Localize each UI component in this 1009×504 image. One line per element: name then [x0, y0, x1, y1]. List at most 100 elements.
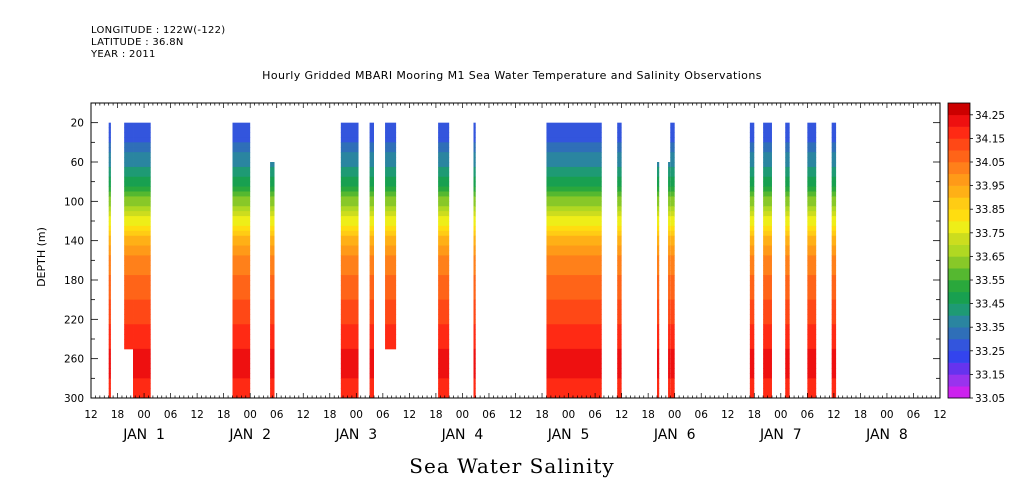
salinity-cell — [473, 196, 476, 202]
salinity-cell — [617, 373, 622, 379]
chart-title: Hourly Gridded MBARI Mooring M1 Sea Wate… — [262, 69, 762, 82]
salinity-cell — [438, 240, 450, 247]
salinity-cell — [668, 186, 671, 192]
salinity-cell — [232, 211, 251, 217]
salinity-cell — [232, 314, 251, 320]
salinity-cell — [785, 235, 790, 242]
salinity-cell — [668, 235, 671, 242]
data-segment — [108, 122, 111, 399]
salinity-cell — [369, 127, 374, 133]
salinity-cell — [340, 348, 359, 355]
salinity-cell — [270, 388, 275, 394]
salinity-cell — [124, 334, 134, 340]
salinity-cell — [807, 368, 817, 374]
salinity-cell — [108, 225, 111, 232]
salinity-cell — [831, 329, 837, 335]
salinity-cell — [108, 275, 111, 281]
salinity-cell — [340, 186, 359, 192]
y-tick-label: 220 — [64, 314, 84, 326]
salinity-cell — [340, 314, 359, 320]
salinity-cell — [108, 388, 111, 394]
salinity-cell — [657, 304, 660, 310]
salinity-cell — [670, 373, 675, 379]
x-tick-label: 00 — [244, 409, 257, 421]
salinity-cell — [438, 147, 450, 153]
salinity-cell — [763, 378, 772, 384]
salinity-cell — [369, 122, 374, 129]
salinity-cell — [369, 393, 374, 399]
salinity-cell — [340, 157, 359, 163]
salinity-cell — [270, 284, 275, 291]
salinity-cell — [270, 255, 275, 261]
salinity-cell — [270, 250, 275, 256]
salinity-cell — [763, 142, 772, 148]
colorbar-cell — [948, 291, 970, 304]
salinity-cell — [270, 162, 275, 168]
salinity-cell — [546, 221, 602, 227]
salinity-cell — [670, 152, 675, 158]
x-tick-label: 12 — [403, 409, 416, 421]
salinity-cell — [108, 265, 111, 271]
colorbar-label: 33.55 — [975, 275, 1005, 287]
salinity-cell — [133, 235, 151, 242]
salinity-cell — [473, 127, 476, 133]
salinity-cell — [546, 147, 602, 153]
salinity-cell — [807, 147, 817, 153]
salinity-cell — [232, 378, 251, 384]
salinity-cell — [785, 201, 790, 207]
colorbar-label: 33.95 — [975, 181, 1005, 193]
salinity-cell — [657, 265, 660, 271]
salinity-cell — [749, 201, 755, 207]
salinity-cell — [232, 255, 251, 261]
salinity-cell — [270, 221, 275, 227]
salinity-cell — [657, 171, 660, 178]
salinity-cell — [473, 221, 476, 227]
salinity-cell — [668, 196, 671, 202]
salinity-cell — [369, 250, 374, 256]
salinity-cell — [657, 196, 660, 202]
salinity-cell — [546, 127, 602, 133]
colorbar-cell — [948, 103, 970, 116]
salinity-cell — [124, 339, 134, 345]
salinity-cell — [124, 211, 134, 217]
salinity-cell — [385, 157, 397, 163]
salinity-cell — [807, 157, 817, 163]
salinity-cell — [749, 334, 755, 340]
salinity-cell — [670, 196, 675, 202]
salinity-cell — [473, 211, 476, 217]
salinity-cell — [369, 275, 374, 281]
salinity-cell — [270, 343, 275, 350]
salinity-cell — [749, 383, 755, 389]
salinity-cell — [785, 245, 790, 251]
salinity-cell — [749, 270, 755, 276]
salinity-cell — [763, 260, 772, 266]
salinity-cell — [385, 142, 397, 148]
salinity-cell — [617, 181, 622, 188]
salinity-cell — [657, 225, 660, 232]
data-segment — [385, 122, 397, 350]
salinity-cell — [807, 255, 817, 261]
salinity-cell — [546, 319, 602, 325]
salinity-cell — [124, 289, 134, 296]
salinity-cell — [270, 225, 275, 232]
salinity-cell — [785, 270, 790, 276]
salinity-cell — [340, 324, 359, 330]
salinity-cell — [670, 127, 675, 133]
salinity-cell — [124, 255, 134, 261]
salinity-cell — [133, 211, 151, 217]
salinity-cell — [473, 284, 476, 291]
salinity-cell — [617, 353, 622, 360]
salinity-cell — [438, 166, 450, 173]
salinity-cell — [763, 329, 772, 335]
salinity-cell — [340, 201, 359, 207]
salinity-cell — [670, 353, 675, 360]
salinity-cell — [232, 289, 251, 296]
salinity-cell — [473, 299, 476, 306]
salinity-cell — [133, 329, 151, 335]
salinity-cell — [617, 127, 622, 133]
salinity-cell — [670, 122, 675, 129]
salinity-cell — [385, 176, 397, 183]
salinity-cell — [617, 171, 622, 178]
salinity-cell — [546, 191, 602, 197]
salinity-cell — [473, 162, 476, 168]
